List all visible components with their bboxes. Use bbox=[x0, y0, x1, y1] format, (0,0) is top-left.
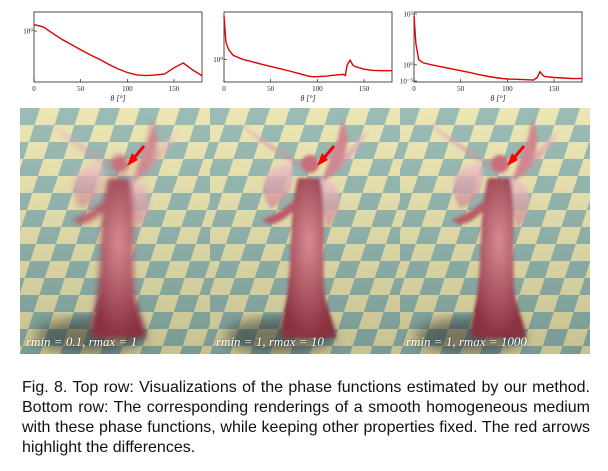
phase-function-plot-2: 0 50 100 150 10⁰ θ [°] bbox=[210, 0, 400, 112]
plot-2-xtick-label: 0 bbox=[222, 85, 226, 93]
plot-2-xtick-label: 50 bbox=[267, 85, 275, 93]
rendering-3: rmin = 1, rmax = 1000 bbox=[400, 108, 590, 354]
rendering-2-label: rmin = 1, rmax = 10 bbox=[216, 334, 324, 349]
plot-1-xlabel: θ [°] bbox=[110, 94, 125, 103]
plot-1-svg: 0 50 100 150 10⁰ θ [°] bbox=[23, 11, 203, 103]
rendering-3-image bbox=[400, 108, 590, 354]
plot-3-yticks: 10⁵ 10⁰ 10⁻⁵ bbox=[400, 11, 417, 86]
rendering-2-image bbox=[210, 108, 400, 354]
phase-function-plot-3: 0 50 100 150 10⁵ 10⁰ 10⁻⁵ θ [°] bbox=[400, 0, 590, 112]
plot-1-frame bbox=[33, 11, 203, 83]
plot-2-xtick-label: 100 bbox=[312, 85, 323, 93]
plot-3-xtick-label: 100 bbox=[502, 85, 513, 93]
plot-2-frame bbox=[223, 11, 393, 83]
plot-2-svg: 0 50 100 150 10⁰ θ [°] bbox=[213, 11, 393, 103]
plot-1-xticks: 0 50 100 150 bbox=[32, 79, 180, 93]
rendering-3-label: rmin = 1, rmax = 1000 bbox=[406, 334, 527, 349]
plot-3-ytick-label: 10⁵ bbox=[404, 11, 414, 19]
plot-3-frame bbox=[413, 11, 583, 83]
plot-2-xticks: 0 50 100 150 bbox=[222, 79, 370, 93]
plot-2-ytick-label: 10⁰ bbox=[213, 56, 223, 64]
plot-1-xtick-label: 100 bbox=[122, 85, 133, 93]
plot-3-xlabel: θ [°] bbox=[490, 94, 505, 103]
plot-1-xtick-label: 150 bbox=[169, 85, 180, 93]
plot-3-ytick-label: 10⁻⁵ bbox=[400, 78, 414, 86]
plot-3-xtick-label: 50 bbox=[457, 85, 465, 93]
rendering-1: rmin = 0.1, rmax = 1 bbox=[20, 108, 210, 354]
plot-2-curve bbox=[223, 15, 392, 78]
plot-1-yticks: 10⁰ bbox=[23, 28, 37, 36]
plot-1-xtick-label: 50 bbox=[77, 85, 85, 93]
plot-3-svg: 0 50 100 150 10⁵ 10⁰ 10⁻⁵ θ [°] bbox=[400, 11, 583, 103]
plot-3-xtick-label: 0 bbox=[412, 85, 416, 93]
rendering-1-image bbox=[20, 108, 210, 354]
phase-function-plot-1: 0 50 100 150 10⁰ θ [°] bbox=[20, 0, 210, 112]
plot-2-xtick-label: 150 bbox=[359, 85, 370, 93]
plot-3-xtick-label: 150 bbox=[549, 85, 560, 93]
plot-3-ytick-label: 10⁰ bbox=[403, 61, 413, 69]
plot-3-curve bbox=[413, 15, 582, 81]
plot-2-yticks: 10⁰ bbox=[213, 56, 227, 64]
plot-1-curve bbox=[33, 23, 203, 77]
rendering-1-label: rmin = 0.1, rmax = 1 bbox=[26, 334, 138, 349]
plot-1-ytick-label: 10⁰ bbox=[23, 28, 33, 36]
rendering-2: rmin = 1, rmax = 10 bbox=[210, 108, 400, 354]
plot-3-xticks: 0 50 100 150 bbox=[412, 79, 560, 93]
plot-1-xtick-label: 0 bbox=[32, 85, 36, 93]
plot-2-xlabel: θ [°] bbox=[300, 94, 315, 103]
figure-caption: Fig. 8. Top row: Visualizations of the p… bbox=[22, 379, 590, 456]
